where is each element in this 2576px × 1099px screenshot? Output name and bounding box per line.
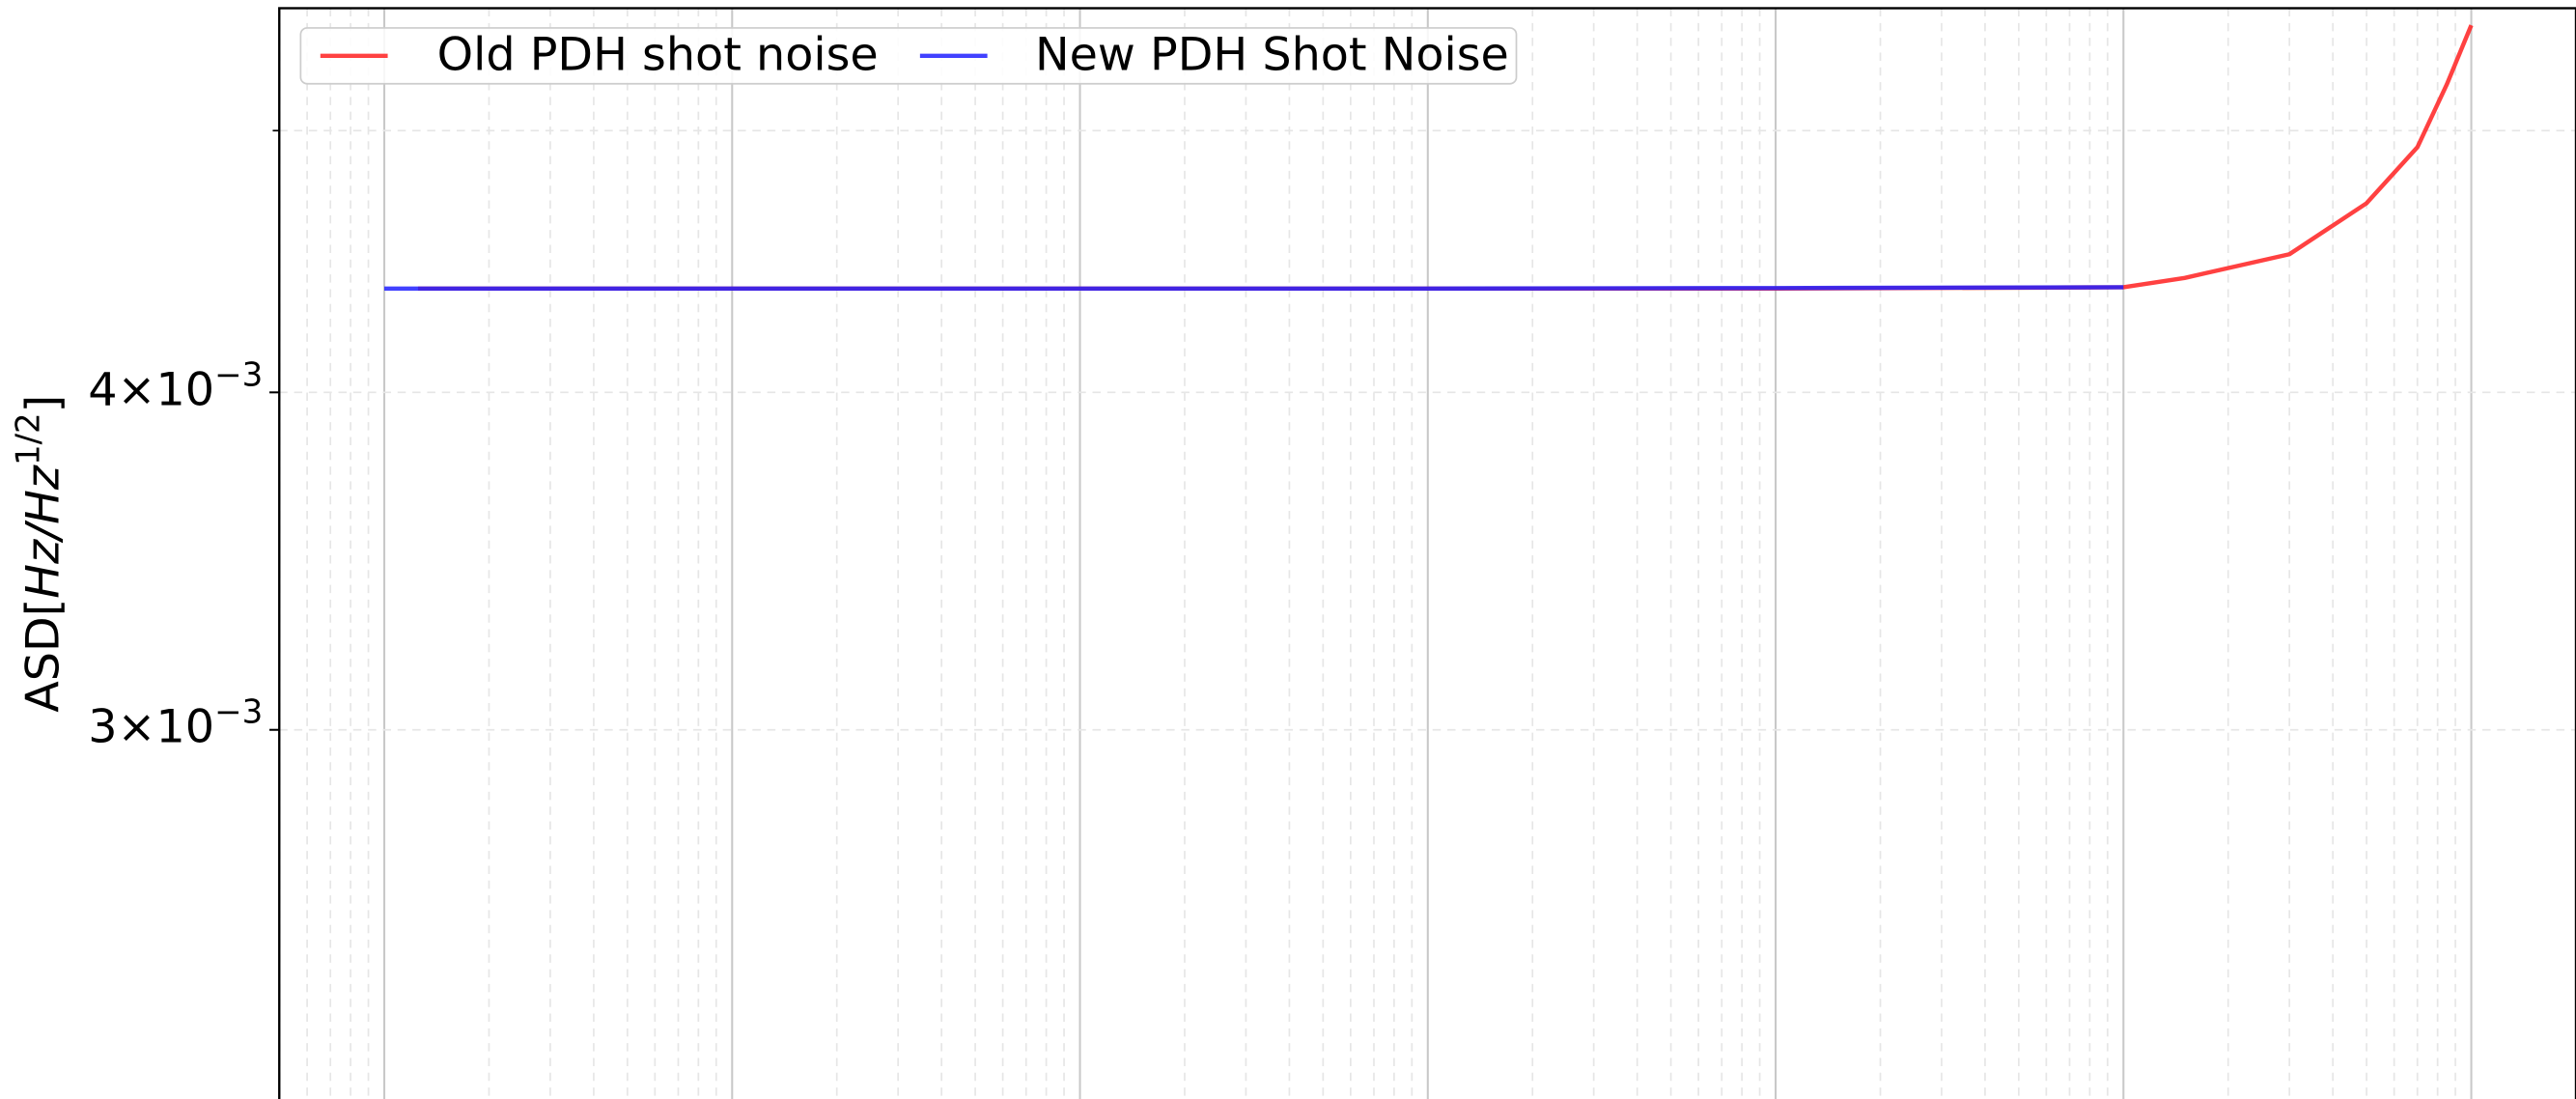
y-tick-exponent: −3 bbox=[214, 355, 263, 394]
y-label-suffix: ] bbox=[17, 395, 70, 413]
y-tick-exponent: −3 bbox=[214, 692, 263, 731]
axes-frame bbox=[278, 7, 2576, 1099]
y-tick-label: 4×10−3 bbox=[88, 355, 263, 417]
legend-label: New PDH Shot Noise bbox=[1035, 29, 1509, 82]
y-tick-base: 4×10 bbox=[88, 363, 214, 416]
y-label-sup: 1/2 bbox=[9, 412, 47, 465]
y-tick-base: 3×10 bbox=[88, 701, 214, 754]
legend-box bbox=[299, 27, 1518, 85]
y-tick-label: 3×10−3 bbox=[88, 692, 263, 754]
series-line bbox=[384, 285, 2124, 292]
y-label-prefix: ASD[ bbox=[17, 599, 70, 713]
y-label-math: Hz/Hz bbox=[17, 465, 70, 599]
legend-label: Old PDH shot noise bbox=[437, 29, 879, 82]
y-axis-label: ASD[Hz/Hz1/2] bbox=[9, 395, 70, 713]
